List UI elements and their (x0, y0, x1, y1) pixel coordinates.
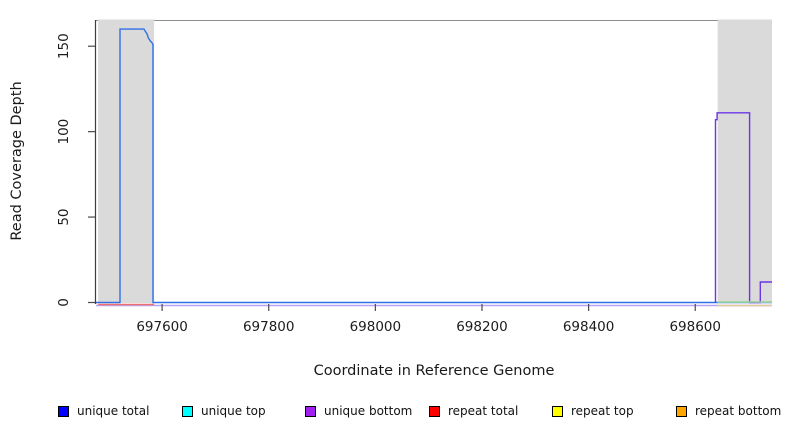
y-tick-label: 100 (56, 119, 72, 145)
legend-swatch-icon (429, 405, 440, 417)
legend-label: unique total (77, 404, 150, 418)
legend-item-unique-top: unique top (182, 401, 266, 421)
legend-swatch-icon (552, 405, 563, 417)
legend-label: repeat total (448, 404, 519, 418)
legend-label: unique bottom (324, 404, 413, 418)
y-tick-label: 0 (56, 298, 72, 307)
legend-item-repeat-top: repeat top (552, 401, 634, 421)
legend-label: repeat bottom (695, 404, 782, 418)
highlight-region-left-repeat-region (98, 19, 155, 303)
x-tick-label: 697600 (136, 319, 188, 335)
legend-label: unique top (201, 404, 266, 418)
x-tick-label: 697800 (243, 319, 295, 335)
x-tick-label: 698400 (563, 319, 615, 335)
series-line-unique-bottom (714, 112, 772, 304)
series-line-unique-total (96, 28, 772, 304)
y-tick-label: 150 (56, 33, 72, 59)
legend-item-repeat-total: repeat total (429, 401, 518, 421)
y-tick-label: 50 (56, 208, 72, 225)
legend-swatch-icon (676, 405, 687, 417)
x-tick-label: 698000 (350, 319, 402, 335)
legend: unique total unique top unique bottom repea… (0, 401, 792, 423)
legend-swatch-icon (305, 405, 316, 417)
legend-label: repeat top (571, 404, 634, 418)
y-axis-title: Read Coverage Depth (9, 81, 25, 241)
x-tick-label: 698600 (669, 319, 721, 335)
legend-swatch-icon (182, 405, 193, 417)
legend-swatch-icon (58, 405, 69, 417)
x-axis-title: Coordinate in Reference Genome (313, 363, 555, 379)
legend-item-unique-bottom: unique bottom (305, 401, 412, 421)
highlight-region-right-repeat-region (717, 19, 772, 303)
legend-item-repeat-bottom: repeat bottom (676, 401, 781, 421)
x-tick-label: 698200 (456, 319, 508, 335)
legend-item-unique-total: unique total (58, 401, 149, 421)
